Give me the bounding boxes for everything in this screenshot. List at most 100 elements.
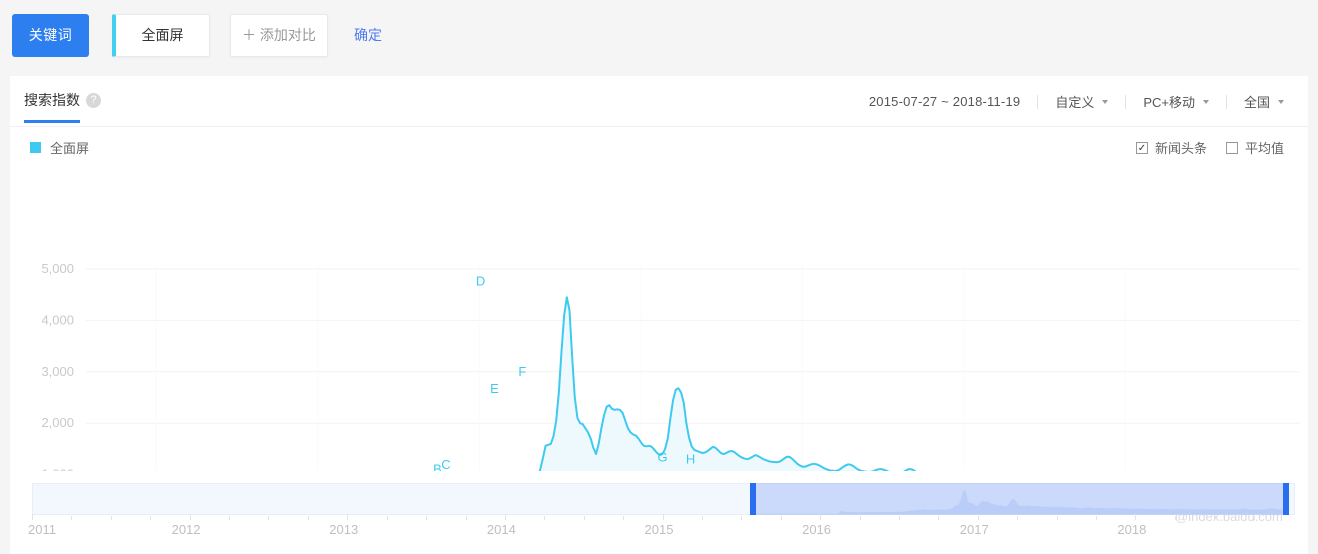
- keyword-chip-quanmianping[interactable]: 全面屏: [112, 13, 210, 57]
- timeline-year-label: 2016: [802, 522, 832, 537]
- timeline-year-label: 2018: [1117, 522, 1147, 537]
- timeline-tick-minor: [583, 516, 585, 520]
- timeline-tick-minor: [701, 516, 703, 520]
- timeline-tick-minor: [1174, 516, 1176, 520]
- add-comparison-button[interactable]: ＋ 添加对比: [230, 13, 328, 57]
- y-axis-tick-label: 4,000: [41, 312, 74, 327]
- timeline-selected-range[interactable]: [753, 483, 1287, 515]
- timeline-tick-minor: [110, 516, 112, 520]
- timeline-tick: [820, 514, 822, 520]
- annotation-marker-F[interactable]: F: [518, 364, 526, 379]
- timeline-year-label: 2011: [28, 522, 56, 537]
- annotation-marker-E[interactable]: E: [490, 381, 499, 396]
- keyword-chip-label: 全面屏: [141, 27, 184, 43]
- select-region-label: 全国: [1243, 95, 1270, 110]
- timeline-tick-minor: [1253, 516, 1255, 520]
- timeline-tick-minor: [898, 516, 900, 520]
- checkbox-news-headlines-box[interactable]: [1135, 141, 1148, 154]
- tab-active-underline: [24, 120, 80, 123]
- help-icon[interactable]: ?: [86, 92, 101, 108]
- timeline-handle-right[interactable]: [1283, 483, 1290, 515]
- annotation-marker-D[interactable]: D: [476, 273, 485, 288]
- annotation-marker-A[interactable]: A: [314, 470, 323, 471]
- timeline-tick: [977, 514, 979, 520]
- annotation-marker-B[interactable]: B: [433, 461, 442, 471]
- annotation-marker-H[interactable]: H: [686, 452, 695, 467]
- divider: [1125, 94, 1127, 109]
- keyword-tab-label: 关键词: [28, 27, 73, 43]
- legend-toggles: 新闻头条 平均值: [1135, 138, 1284, 157]
- legend-color-swatch: [30, 142, 41, 153]
- series-area-fill: [539, 297, 915, 471]
- timeline-tick-minor: [741, 516, 743, 520]
- timeline-tick-minor: [859, 516, 861, 520]
- panel-header-controls: 2015-07-27 ~ 2018-11-19 自定义 PC+移动 全国: [869, 76, 1284, 127]
- annotation-marker-C[interactable]: C: [441, 457, 450, 471]
- timeline-tick-minor: [307, 516, 309, 520]
- timeline-tick-minor: [938, 516, 940, 520]
- y-axis-tick-label: 3,000: [41, 364, 74, 379]
- timeline-tick-minor: [465, 516, 467, 520]
- tab-search-index-label: 搜索指数: [24, 92, 80, 108]
- search-index-panel: 搜索指数 ? 2015-07-27 ~ 2018-11-19 自定义 PC+移动…: [10, 76, 1308, 554]
- select-device-label: PC+移动: [1143, 95, 1195, 110]
- timeline-tick-minor: [1056, 516, 1058, 520]
- chevron-down-icon: [1202, 99, 1209, 104]
- timeline-tick-minor: [544, 516, 546, 520]
- date-range-value[interactable]: 2015-07-27 ~ 2018-11-19: [868, 94, 1021, 109]
- timeline-range-slider[interactable]: [32, 483, 1295, 515]
- timeline-year-label: 2014: [486, 522, 516, 537]
- timeline-tick-minor: [1017, 516, 1019, 520]
- timeline-year-label: 2012: [171, 522, 201, 537]
- select-date-preset-label: 自定义: [1055, 95, 1095, 110]
- timeline-tick: [189, 514, 191, 520]
- timeline-tick: [32, 514, 33, 520]
- add-comparison-label: ＋ 添加对比: [242, 27, 316, 43]
- chevron-down-icon: [1102, 99, 1109, 104]
- timeline-tick-minor: [623, 516, 625, 520]
- top-toolbar: 关键词 全面屏 ＋ 添加对比 确定: [0, 0, 1318, 70]
- checkbox-average-value[interactable]: 平均值: [1225, 138, 1284, 157]
- legend-row: 全面屏 新闻头条 平均值: [10, 127, 1308, 165]
- timeline-tick-minor: [71, 516, 73, 520]
- divider: [1225, 94, 1227, 109]
- timeline-tick-minor: [780, 516, 782, 520]
- keyword-tab-button[interactable]: 关键词: [12, 13, 89, 57]
- checkbox-news-headlines-label: 新闻头条: [1154, 141, 1207, 156]
- legend-item-label: 全面屏: [50, 141, 90, 156]
- timeline-handle-left[interactable]: [750, 483, 757, 515]
- timeline-tick-minor: [426, 516, 428, 520]
- select-date-preset[interactable]: 自定义: [1055, 92, 1109, 111]
- divider: [1037, 94, 1039, 109]
- confirm-button[interactable]: 确定: [354, 25, 382, 45]
- y-axis-tick-label: 5,000: [41, 261, 74, 276]
- timeline-tick: [504, 514, 506, 520]
- series-line-quanmianping[interactable]: [86, 296, 1300, 471]
- timeline-series-area: [753, 489, 1287, 514]
- confirm-label: 确定: [354, 27, 382, 43]
- annotation-marker-G[interactable]: G: [658, 450, 668, 465]
- select-device[interactable]: PC+移动: [1143, 92, 1209, 111]
- legend-item-quanmianping[interactable]: 全面屏: [30, 138, 89, 157]
- y-axis-tick-label: 1,000: [41, 467, 74, 471]
- select-region[interactable]: 全国: [1244, 92, 1284, 111]
- chart-area[interactable]: 1,0002,0003,0004,0005,000ABCDEFGH2016-01…: [10, 171, 1308, 471]
- timeline-axis: 2011 2012 2013 2014 2015 2016 2017 2018: [10, 514, 1308, 554]
- tab-search-index[interactable]: 搜索指数 ?: [24, 90, 101, 110]
- timeline-tick-minor: [386, 516, 388, 520]
- timeline-tick-minor: [268, 516, 270, 520]
- timeline-tick: [1135, 514, 1137, 520]
- timeline-tick-minor: [150, 516, 152, 520]
- checkbox-average-value-box[interactable]: [1225, 141, 1238, 154]
- timeline-tick: [347, 514, 349, 520]
- y-axis-tick-label: 2,000: [41, 415, 74, 430]
- timeline-tick: [662, 514, 664, 520]
- checkbox-average-value-label: 平均值: [1244, 141, 1284, 156]
- timeline-year-label: 2015: [644, 522, 674, 537]
- panel-header: 搜索指数 ? 2015-07-27 ~ 2018-11-19 自定义 PC+移动…: [10, 76, 1308, 127]
- timeline-tick-minor: [229, 516, 230, 520]
- timeline-tick-minor: [1096, 516, 1097, 520]
- checkbox-news-headlines[interactable]: 新闻头条: [1135, 138, 1207, 157]
- search-index-line-chart[interactable]: 1,0002,0003,0004,0005,000ABCDEFGH2016-01…: [10, 171, 1308, 471]
- timeline-year-label: 2017: [959, 522, 989, 537]
